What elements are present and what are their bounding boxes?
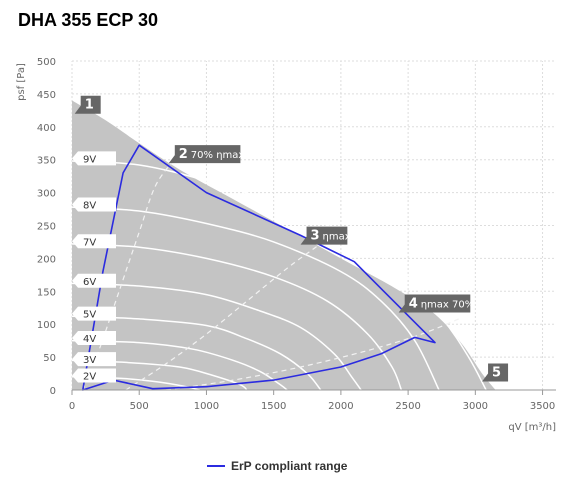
voltage-label-tab — [72, 306, 116, 321]
voltage-label-text: 4V — [83, 334, 96, 345]
voltage-label-tab — [72, 197, 116, 212]
voltage-curve-8v — [71, 206, 440, 391]
voltage-label-tab — [72, 352, 116, 367]
y-tick-label: 100 — [37, 320, 56, 331]
voltage-curve-4v — [71, 339, 288, 391]
x-tick-label: 2500 — [395, 401, 420, 412]
voltage-label-5v: 5V — [72, 306, 116, 321]
y-tick-label: 50 — [43, 353, 56, 364]
marker-5: 5 — [482, 363, 509, 382]
x-tick-label: 3500 — [530, 401, 555, 412]
voltage-label-9v: 9V — [72, 151, 116, 166]
x-tick-label: 1500 — [261, 401, 286, 412]
markers: 1 2 70% ηmax 3 ηmax 4 ηmax 70% 5 — [74, 95, 509, 382]
marker-number: 1 — [85, 98, 94, 113]
legend: ErP compliant range — [207, 459, 348, 473]
marker-text: 70% ηmax — [191, 150, 245, 161]
y-tick-label: 150 — [37, 287, 56, 298]
x-tick-label: 0 — [69, 401, 75, 412]
y-tick-label: 400 — [37, 123, 56, 134]
voltage-label-text: 3V — [83, 355, 96, 366]
voltage-label-tab — [72, 368, 116, 383]
x-tick-label: 1000 — [194, 401, 219, 412]
voltage-label-6v: 6V — [72, 273, 116, 288]
axes: 0 500 1000 1500 2000 2500 3000 3500050100150200… — [37, 57, 556, 412]
erp-range-outline — [82, 144, 436, 391]
voltage-label-text: 2V — [83, 372, 96, 383]
marker-4: 4 ηmax 70% — [398, 294, 475, 313]
voltage-label-text: 5V — [83, 310, 96, 321]
voltage-label-7v: 7V — [72, 234, 116, 249]
marker-box — [398, 294, 471, 313]
y-tick-label: 500 — [37, 57, 56, 68]
voltage-label-text: 6V — [83, 277, 96, 288]
y-tick-label: 200 — [37, 254, 56, 265]
erp-range — [82, 144, 436, 391]
marker-text: ηmax — [323, 232, 351, 243]
x-tick-label: 2000 — [328, 401, 353, 412]
voltage-label-8v: 8V — [72, 197, 116, 212]
voltage-label-tab — [72, 273, 116, 288]
voltage-label-text: 7V — [83, 237, 96, 248]
voltage-curve-7v — [71, 243, 403, 391]
chart-title: DHA 355 ECP 30 — [18, 10, 159, 30]
legend-label: ErP compliant range — [231, 459, 348, 473]
voltage-label-3v: 3V — [72, 352, 116, 367]
voltage-label-text: 8V — [83, 200, 96, 211]
y-tick-label: 450 — [37, 90, 56, 101]
marker-number: 4 — [409, 296, 418, 311]
y-tick-label: 0 — [50, 386, 56, 397]
voltage-label-tab — [72, 331, 116, 346]
y-tick-label: 350 — [37, 156, 56, 167]
y-axis-label: psf [Pa] — [16, 63, 27, 101]
voltage-label-4v: 4V — [72, 331, 116, 346]
marker-number: 2 — [179, 147, 188, 162]
efficiency-curve-3 — [166, 317, 463, 391]
marker-text: ηmax 70% — [421, 299, 475, 310]
voltage-label-tab — [72, 151, 116, 166]
marker-2: 2 70% ηmax — [168, 145, 245, 164]
y-tick-label: 300 — [37, 189, 56, 200]
marker-box — [300, 226, 348, 245]
x-axis-label: qV [m³/h] — [508, 422, 556, 433]
voltage-curve-3v — [71, 359, 248, 391]
marker-1: 1 — [74, 95, 101, 114]
y-tick-label: 250 — [37, 222, 56, 233]
voltage-label-2v: 2V — [72, 368, 116, 383]
marker-number: 5 — [492, 366, 501, 381]
x-tick-label: 500 — [130, 401, 149, 412]
efficiency-curve-2 — [125, 228, 342, 391]
voltage-labels: 9V 8V 7V 6V 5V 4V 3V 2V — [72, 151, 116, 383]
marker-box — [482, 363, 509, 382]
marker-box — [74, 95, 101, 114]
marker-number: 3 — [311, 229, 320, 244]
voltage-label-text: 9V — [83, 154, 96, 165]
voltage-label-tab — [72, 234, 116, 249]
marker-3: 3 ηmax — [300, 226, 351, 245]
x-tick-label: 3000 — [463, 401, 488, 412]
marker-box — [168, 145, 241, 164]
voltage-curve-6v — [71, 282, 362, 391]
